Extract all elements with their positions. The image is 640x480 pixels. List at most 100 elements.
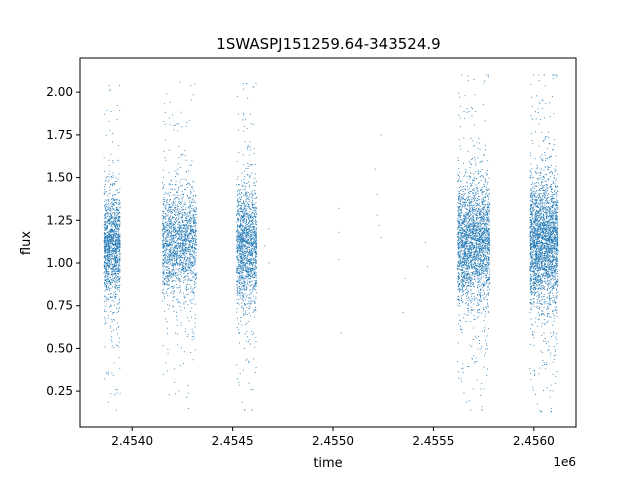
data-point bbox=[118, 241, 120, 243]
data-point bbox=[488, 189, 490, 191]
data-point bbox=[244, 289, 246, 291]
data-point bbox=[116, 284, 118, 286]
data-point bbox=[168, 183, 170, 185]
data-point bbox=[172, 244, 173, 246]
data-point bbox=[194, 235, 196, 237]
data-point bbox=[184, 226, 185, 228]
data-point bbox=[460, 263, 462, 265]
data-point bbox=[175, 252, 177, 254]
data-point bbox=[248, 181, 249, 183]
data-point bbox=[194, 223, 196, 225]
data-point bbox=[190, 217, 192, 219]
data-point bbox=[183, 236, 185, 238]
data-point bbox=[117, 202, 119, 204]
data-point bbox=[110, 219, 111, 221]
data-point bbox=[169, 274, 171, 276]
data-point bbox=[191, 328, 193, 330]
data-point bbox=[192, 235, 194, 237]
data-point bbox=[175, 235, 177, 237]
data-point bbox=[190, 247, 192, 248]
data-point bbox=[460, 250, 462, 252]
data-point bbox=[237, 175, 239, 177]
data-point bbox=[188, 237, 190, 239]
data-point bbox=[118, 310, 120, 312]
data-point bbox=[242, 283, 243, 284]
data-point bbox=[175, 283, 177, 285]
data-point bbox=[247, 214, 249, 216]
data-point bbox=[464, 248, 466, 250]
data-point bbox=[239, 249, 241, 251]
data-point bbox=[109, 229, 111, 230]
data-point bbox=[164, 242, 166, 244]
data-point bbox=[110, 241, 112, 243]
data-point bbox=[246, 251, 247, 253]
data-point bbox=[241, 208, 242, 210]
data-point bbox=[111, 205, 113, 207]
data-point bbox=[107, 214, 109, 216]
data-point bbox=[168, 279, 170, 281]
data-point bbox=[117, 228, 119, 230]
data-point bbox=[250, 300, 252, 302]
data-point bbox=[183, 250, 185, 252]
data-point bbox=[237, 290, 238, 292]
data-point bbox=[248, 204, 250, 206]
data-point bbox=[246, 358, 248, 360]
data-point bbox=[167, 233, 169, 234]
data-point bbox=[162, 260, 164, 262]
data-point bbox=[186, 224, 188, 226]
data-point bbox=[244, 226, 246, 228]
data-point bbox=[179, 208, 181, 210]
data-point bbox=[457, 220, 459, 222]
data-point bbox=[106, 275, 108, 277]
data-point bbox=[119, 287, 120, 289]
data-point bbox=[186, 263, 187, 264]
data-point bbox=[163, 198, 165, 200]
data-point bbox=[183, 194, 184, 196]
data-point bbox=[240, 204, 242, 206]
data-point bbox=[170, 254, 172, 255]
data-point bbox=[191, 201, 193, 203]
data-point bbox=[188, 197, 190, 199]
data-point bbox=[243, 209, 245, 211]
data-point bbox=[104, 248, 106, 250]
data-point bbox=[179, 245, 181, 247]
data-point bbox=[114, 255, 116, 257]
data-point bbox=[173, 217, 175, 219]
data-point bbox=[187, 226, 189, 228]
data-point bbox=[256, 232, 257, 234]
data-point bbox=[115, 258, 116, 260]
data-point bbox=[106, 272, 107, 274]
data-point bbox=[250, 252, 252, 254]
data-point bbox=[175, 228, 177, 230]
data-point bbox=[116, 210, 118, 211]
data-point bbox=[115, 223, 117, 225]
data-point bbox=[110, 393, 112, 395]
data-point bbox=[184, 249, 185, 251]
data-point bbox=[104, 290, 106, 292]
data-point bbox=[253, 123, 255, 125]
data-point bbox=[178, 235, 180, 237]
data-point bbox=[255, 163, 256, 165]
data-point bbox=[251, 204, 253, 206]
data-point bbox=[247, 259, 249, 261]
data-point bbox=[240, 210, 242, 212]
data-point bbox=[249, 141, 251, 143]
data-point bbox=[484, 257, 485, 259]
data-point bbox=[175, 275, 177, 277]
data-point bbox=[114, 265, 116, 267]
data-point bbox=[176, 311, 178, 313]
data-point bbox=[194, 318, 196, 319]
data-point bbox=[483, 268, 485, 270]
data-point bbox=[118, 341, 120, 343]
data-point bbox=[181, 261, 183, 263]
data-point bbox=[106, 289, 108, 291]
data-point bbox=[247, 254, 249, 256]
data-point bbox=[118, 220, 120, 222]
data-point bbox=[237, 244, 239, 245]
data-point bbox=[115, 232, 117, 234]
data-point bbox=[246, 234, 248, 236]
data-point bbox=[108, 240, 109, 242]
data-point bbox=[193, 240, 195, 242]
data-point bbox=[248, 196, 250, 198]
data-point bbox=[106, 259, 108, 261]
